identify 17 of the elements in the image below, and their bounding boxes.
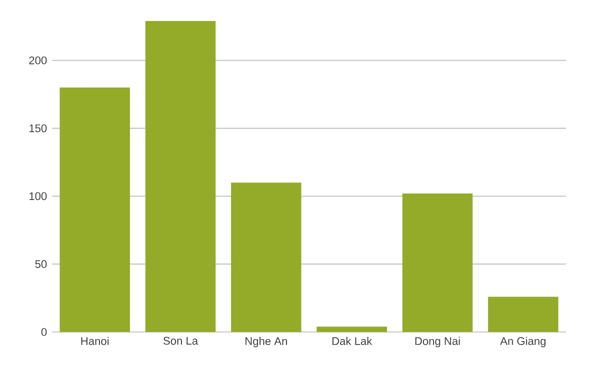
bar <box>402 193 473 332</box>
x-tick-label: Son La <box>163 336 198 345</box>
x-tick-label: Nghe An <box>246 336 287 348</box>
bar <box>60 88 130 332</box>
y-tick-label: 150 <box>29 124 47 132</box>
y-tick-label: 100 <box>29 192 47 200</box>
bar <box>316 326 387 332</box>
bar <box>145 20 216 332</box>
y-tick-label: 50 <box>35 260 47 268</box>
y-tick-label: 0 <box>41 328 47 336</box>
x-tick-label: An Giang <box>500 336 546 348</box>
bar <box>231 182 302 332</box>
bar <box>488 296 558 332</box>
x-tick-label: Hanoi <box>81 336 109 346</box>
x-tick-label: Dak Lak <box>332 336 372 346</box>
y-tick-label: 200 <box>29 56 47 64</box>
x-tick-label: Dong Nai <box>415 336 460 348</box>
